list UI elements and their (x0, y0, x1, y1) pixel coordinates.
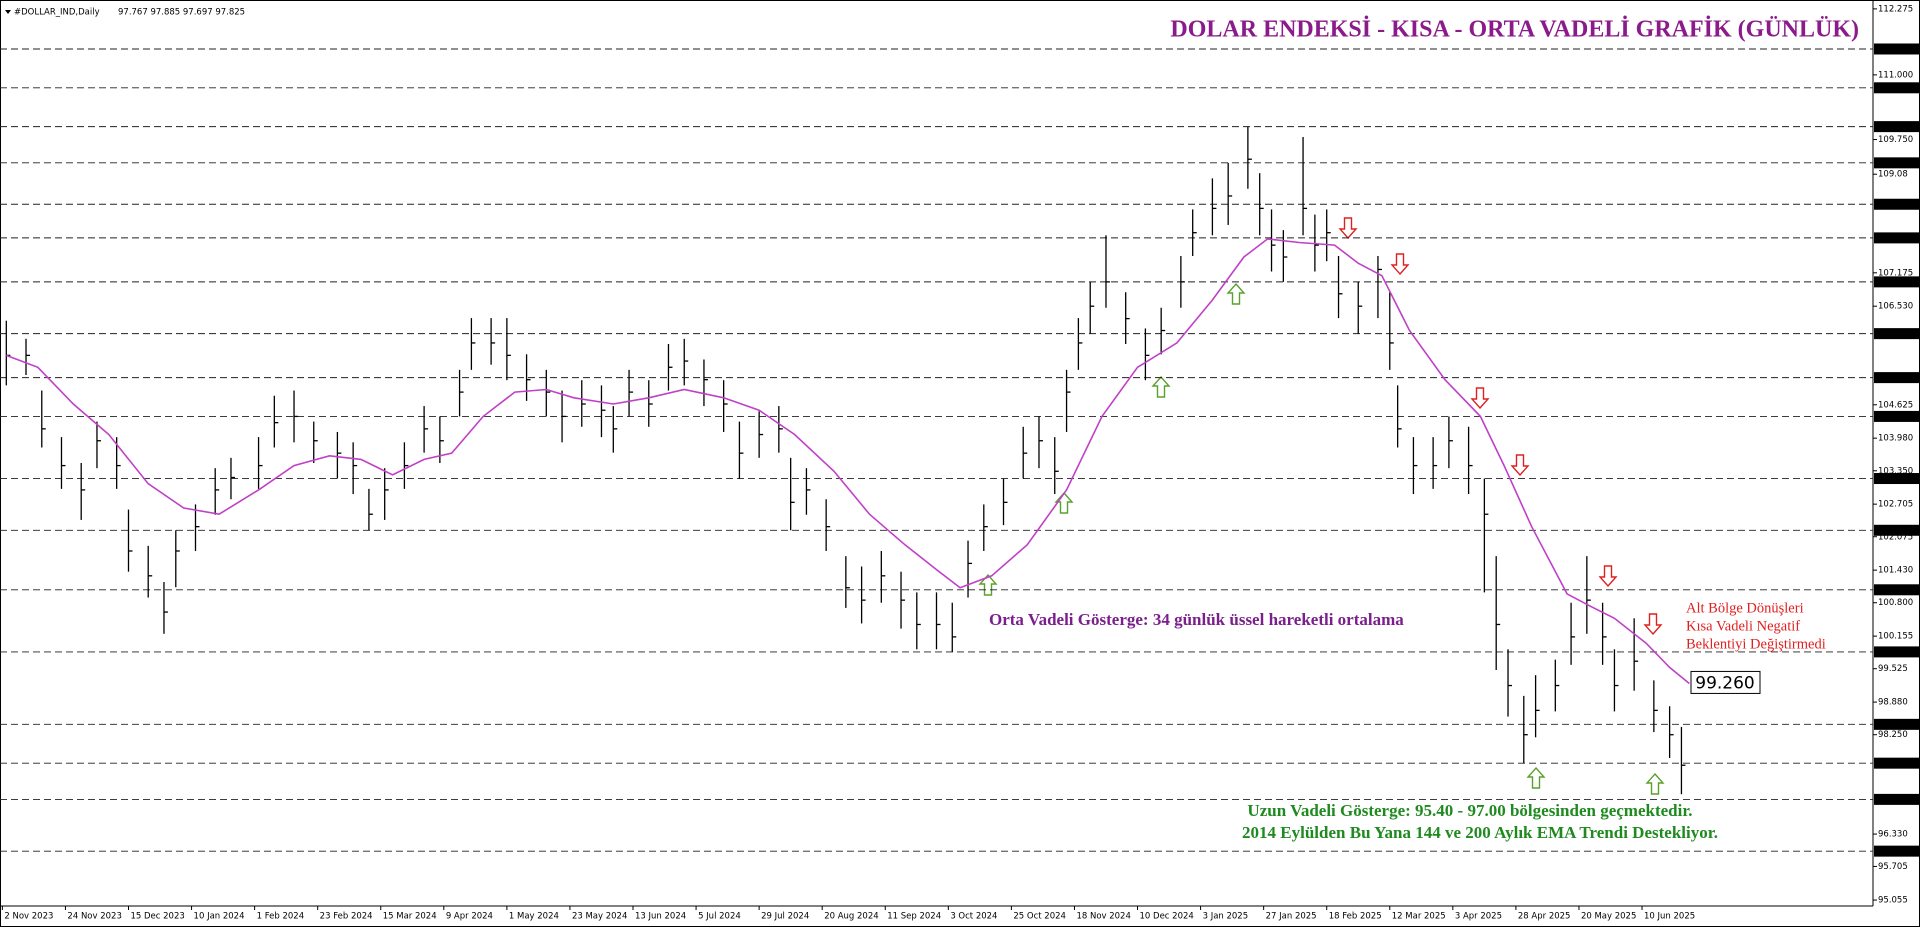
x-tick-label: 10 Jan 2024 (194, 912, 245, 922)
y-tick-label: 95.705 (1878, 862, 1908, 872)
level-label: 111.500 (1877, 44, 1916, 54)
x-tick-label: 24 Nov 2023 (67, 912, 121, 922)
quote: 97.767 97.885 97.697 97.825 (118, 8, 245, 18)
y-tick-label: 98.880 (1878, 698, 1908, 708)
level-label-box (1874, 473, 1920, 485)
ema-line (6, 238, 1690, 685)
short-term-note: Kısa Vadeli Negatif (1686, 618, 1800, 634)
level-label: 110.750 (1877, 83, 1916, 93)
x-tick-label: 3 Jan 2025 (1203, 912, 1249, 922)
ema-value-label: 99.260 (1695, 673, 1754, 693)
level-label: 96.000 (1877, 847, 1910, 857)
y-tick-label: 99.525 (1878, 664, 1908, 674)
menu-glyph (5, 10, 11, 14)
y-tick-label: 107.175 (1878, 268, 1913, 278)
y-tick-label: 100.155 (1878, 632, 1913, 642)
level-label: 98.450 (1877, 720, 1910, 730)
level-label: 109.300 (1877, 158, 1916, 168)
y-tick-label: 102.075 (1878, 532, 1913, 542)
long-term-note: 2014 Eylülden Bu Yana 144 ve 200 Aylık E… (1242, 823, 1718, 842)
y-tick-label: 100.800 (1878, 598, 1913, 608)
x-tick-label: 3 Oct 2024 (950, 912, 997, 922)
level-label: 103.200 (1877, 474, 1916, 484)
ema-value-box (1690, 670, 1761, 694)
x-tick-label: 5 Jul 2024 (698, 912, 741, 922)
y-tick-label: 95.055 (1878, 896, 1908, 906)
medium-term-note: Orta Vadeli Gösterge: 34 günlük üssel ha… (989, 610, 1404, 629)
level-label: 110.000 (1877, 122, 1916, 132)
x-tick-label: 15 Dec 2023 (130, 912, 184, 922)
y-tick-label: 111.000 (1878, 70, 1913, 80)
y-tick-label: 103.350 (1878, 466, 1913, 476)
level-label-box (1874, 372, 1920, 384)
y-tick-label: 102.705 (1878, 500, 1913, 510)
level-label-box (1874, 410, 1920, 422)
x-tick-label: 23 Feb 2024 (320, 912, 373, 922)
y-tick-label: 106.530 (1878, 302, 1913, 312)
y-tick-label: 109.08 (1878, 170, 1908, 180)
x-tick-label: 1 May 2024 (509, 912, 559, 922)
x-tick-label: 18 Nov 2024 (1076, 912, 1130, 922)
x-tick-label: 27 Jan 2025 (1266, 912, 1317, 922)
level-label: 97.000 (1877, 795, 1910, 805)
level-label: 104.400 (1877, 412, 1916, 422)
level-label-box (1874, 524, 1920, 536)
level-label: 106.000 (1877, 329, 1916, 339)
y-tick-label: 101.430 (1878, 566, 1913, 576)
level-label-box (1874, 718, 1920, 730)
level-label-box (1874, 82, 1920, 94)
level-label: 99.850 (1877, 647, 1910, 657)
level-label-box (1874, 232, 1920, 244)
symbol: #DOLLAR_IND,Daily (14, 8, 100, 18)
x-tick-label: 11 Sep 2024 (887, 912, 941, 922)
short-term-note: Alt Bölge Dönüşleri (1686, 600, 1804, 616)
level-label: 97.700 (1877, 759, 1910, 769)
x-tick-label: 10 Dec 2024 (1140, 912, 1194, 922)
level-label-box (1874, 328, 1920, 340)
y-tick-label: 104.625 (1878, 400, 1913, 410)
x-tick-label: 12 Mar 2025 (1392, 912, 1446, 922)
level-label-box (1874, 157, 1920, 169)
long-term-note: Uzun Vadeli Gösterge: 95.40 - 97.00 bölg… (1247, 801, 1692, 820)
x-tick-label: 2 Nov 2023 (4, 912, 53, 922)
x-tick-label: 1 Feb 2024 (257, 912, 305, 922)
level-label-box (1874, 793, 1920, 805)
level-label: 107.850 (1877, 233, 1916, 243)
x-tick-label: 25 Oct 2024 (1013, 912, 1066, 922)
x-tick-label: 20 Aug 2024 (824, 912, 878, 922)
x-tick-label: 3 Apr 2025 (1455, 912, 1502, 922)
x-tick-label: 29 Jul 2024 (761, 912, 809, 922)
x-tick-label: 18 Feb 2025 (1329, 912, 1382, 922)
x-tick-label: 23 May 2024 (572, 912, 627, 922)
y-tick-label: 98.250 (1878, 730, 1908, 740)
level-label-box (1874, 276, 1920, 288)
x-tick-label: 9 Apr 2024 (446, 912, 493, 922)
x-tick-label: 10 Jun 2025 (1644, 912, 1695, 922)
level-label-box (1874, 757, 1920, 769)
level-label-box (1874, 43, 1920, 55)
level-label-box (1874, 646, 1920, 658)
short-term-note: Beklentiyi Değiştirmedi (1686, 636, 1826, 652)
x-tick-label: 13 Jun 2024 (635, 912, 686, 922)
x-tick-label: 28 Apr 2025 (1518, 912, 1571, 922)
level-label: 107.000 (1877, 277, 1916, 287)
level-label: 105.150 (1877, 373, 1916, 383)
x-tick-label: 15 Mar 2024 (383, 912, 437, 922)
y-tick-label: 109.750 (1878, 135, 1913, 145)
level-label: 102.200 (1877, 526, 1916, 536)
y-tick-label: 112.275 (1878, 4, 1913, 14)
y-tick-label: 96.330 (1878, 830, 1908, 840)
y-tick-label: 103.980 (1878, 434, 1913, 444)
level-label: 108.500 (1877, 200, 1916, 210)
x-tick-label: 20 May 2025 (1581, 912, 1636, 922)
chart-title: DOLAR ENDEKSİ - KISA - ORTA VADELİ GRAFİ… (1170, 17, 1859, 43)
level-label-box (1874, 198, 1920, 210)
level-label-box (1874, 121, 1920, 133)
level-label: 101.050 (1877, 585, 1916, 595)
level-label-box (1874, 584, 1920, 596)
level-label-box (1874, 845, 1920, 857)
